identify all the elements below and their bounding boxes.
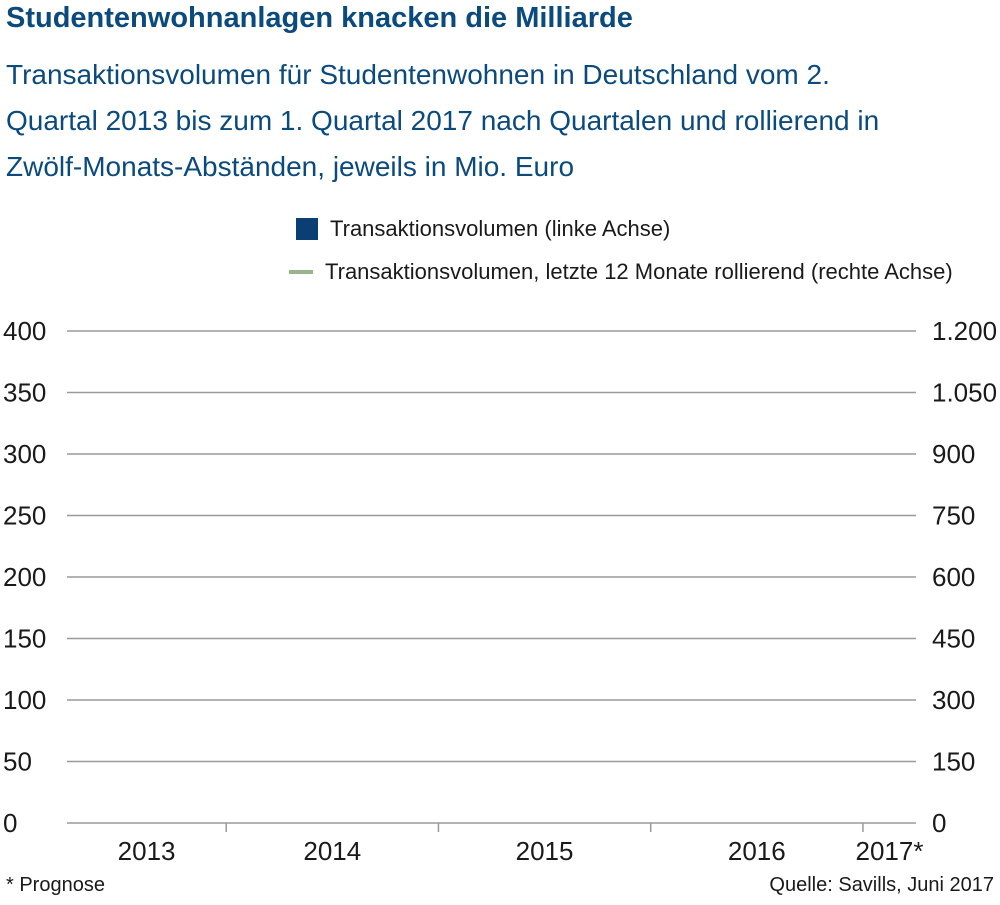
legend-label-line: Transaktionsvolumen, letzte 12 Monate ro… [325, 259, 953, 284]
x-tick-label: 2014 [303, 836, 361, 866]
left-tick-label: 400 [3, 316, 46, 346]
left-tick-label: 0 [3, 808, 17, 838]
left-tick-label: 100 [3, 685, 46, 715]
right-tick-label: 1.200 [932, 316, 997, 346]
right-tick-label: 150 [932, 747, 975, 777]
footnote-prognose: * Prognose [6, 874, 105, 896]
x-tick-label: 2017* [855, 836, 923, 866]
x-tick-label: 2016 [728, 836, 786, 866]
right-tick-label: 900 [932, 439, 975, 469]
right-tick-label: 0 [932, 808, 946, 838]
right-tick-label: 600 [932, 562, 975, 592]
legend-swatch-line [289, 270, 313, 274]
legend-label-bars: Transaktionsvolumen (linke Achse) [330, 216, 671, 241]
legend-swatch-bars [296, 218, 318, 240]
chart-plot-area: 0 50 100 150 200 250 300 350 400 0 150 300 450 600 750… [3, 316, 997, 866]
left-tick-label: 350 [3, 378, 46, 408]
x-tick-label: 2015 [516, 836, 574, 866]
left-tick-label: 150 [3, 624, 46, 654]
chart-subtitle: Transaktionsvolumen für Studentenwohnen … [6, 59, 880, 182]
right-tick-label: 300 [932, 685, 975, 715]
left-tick-label: 50 [3, 747, 32, 777]
right-tick-label: 1.050 [932, 378, 997, 408]
right-tick-label: 450 [932, 624, 975, 654]
right-tick-label: 750 [932, 501, 975, 531]
chart-title: Studentenwohnanlagen knacken die Milliar… [6, 2, 633, 34]
left-tick-label: 300 [3, 439, 46, 469]
source-note: Quelle: Savills, Juni 2017 [769, 874, 994, 896]
left-tick-label: 200 [3, 562, 46, 592]
legend-item-line: Transaktionsvolumen, letzte 12 Monate ro… [289, 259, 953, 285]
legend-item-bars: Transaktionsvolumen (linke Achse) [296, 216, 670, 242]
x-tick-label: 2013 [118, 836, 176, 866]
left-tick-label: 250 [3, 501, 46, 531]
